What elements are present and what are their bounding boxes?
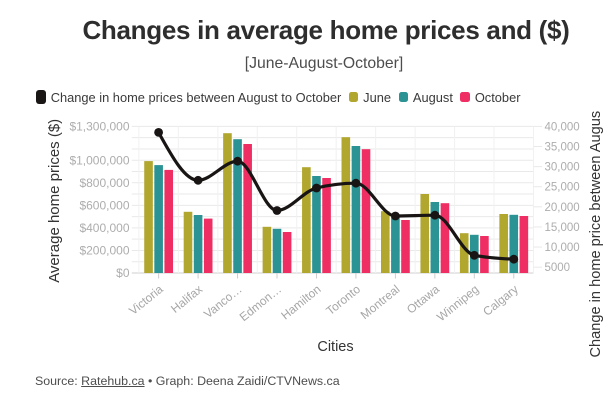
svg-text:Montreal: Montreal — [358, 282, 403, 322]
svg-text:$1,300,000: $1,300,000 — [69, 120, 129, 134]
svg-text:Change in home price between A: Change in home price between Augus — [588, 111, 604, 358]
svg-text:40,000: 40,000 — [545, 121, 580, 133]
svg-text:$400,000: $400,000 — [79, 221, 129, 235]
svg-text:$1,000,000: $1,000,000 — [69, 153, 129, 167]
svg-text:Toronto: Toronto — [323, 282, 363, 318]
svg-text:Victoria: Victoria — [126, 282, 166, 318]
svg-text:20,000: 20,000 — [545, 202, 580, 214]
svg-text:35,000: 35,000 — [545, 142, 580, 154]
svg-text:$600,000: $600,000 — [79, 199, 129, 213]
svg-text:Halifax: Halifax — [168, 282, 205, 316]
svg-text:5000: 5000 — [545, 262, 571, 274]
svg-text:Edmon…: Edmon… — [237, 282, 284, 324]
svg-text:30,000: 30,000 — [545, 162, 580, 174]
svg-text:Hamilton: Hamilton — [278, 282, 323, 322]
svg-text:Average home prices ($): Average home prices ($) — [46, 119, 63, 283]
svg-text:Cities: Cities — [317, 339, 353, 355]
svg-text:$800,000: $800,000 — [79, 176, 129, 190]
svg-text:10,000: 10,000 — [545, 242, 580, 254]
svg-text:25,000: 25,000 — [545, 182, 580, 194]
svg-text:15,000: 15,000 — [545, 222, 580, 234]
svg-text:$200,000: $200,000 — [79, 244, 129, 258]
svg-text:Winnipeg: Winnipeg — [434, 282, 481, 324]
svg-text:Calgary: Calgary — [480, 282, 521, 319]
svg-text:$0: $0 — [116, 266, 130, 280]
